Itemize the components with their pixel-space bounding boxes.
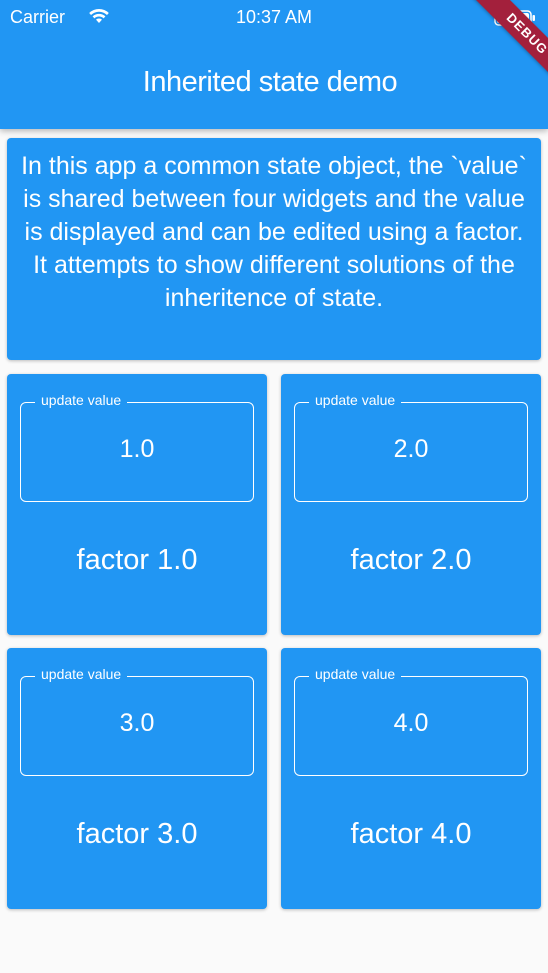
- clock: 10:37 AM: [235, 7, 313, 27]
- app-bar: Carrier 10:37 AM Inherited state demo DE…: [0, 0, 548, 129]
- field-value[interactable]: 2.0: [393, 435, 429, 463]
- field-value[interactable]: 1.0: [119, 435, 155, 463]
- factor-label: factor 1.0: [76, 544, 198, 576]
- factor-label: factor 2.0: [350, 544, 472, 576]
- update-value-field[interactable]: update value 2.0: [294, 392, 528, 502]
- factor-label: factor 4.0: [350, 818, 472, 850]
- value-card-4: update value 4.0 factor 4.0: [281, 648, 541, 909]
- update-value-field[interactable]: update value 4.0: [294, 666, 528, 776]
- field-value[interactable]: 4.0: [393, 709, 429, 737]
- factor-label: factor 3.0: [76, 818, 198, 850]
- page-title: Inherited state demo: [142, 66, 398, 98]
- intro-text: In this app a common state object, the `…: [21, 152, 527, 312]
- field-label: update value: [35, 392, 128, 408]
- field-label: update value: [309, 666, 402, 682]
- wifi-icon: [89, 8, 109, 23]
- field-label: update value: [309, 392, 402, 408]
- intro-card: In this app a common state object, the `…: [7, 138, 541, 360]
- carrier-label: Carrier: [10, 7, 66, 27]
- value-card-2: update value 2.0 factor 2.0: [281, 374, 541, 635]
- field-value[interactable]: 3.0: [119, 709, 155, 737]
- value-card-3: update value 3.0 factor 3.0: [7, 648, 267, 909]
- value-card-1: update value 1.0 factor 1.0: [7, 374, 267, 635]
- update-value-field[interactable]: update value 1.0: [20, 392, 254, 502]
- update-value-field[interactable]: update value 3.0: [20, 666, 254, 776]
- status-bar: Carrier 10:37 AM: [0, 0, 548, 38]
- field-label: update value: [35, 666, 128, 682]
